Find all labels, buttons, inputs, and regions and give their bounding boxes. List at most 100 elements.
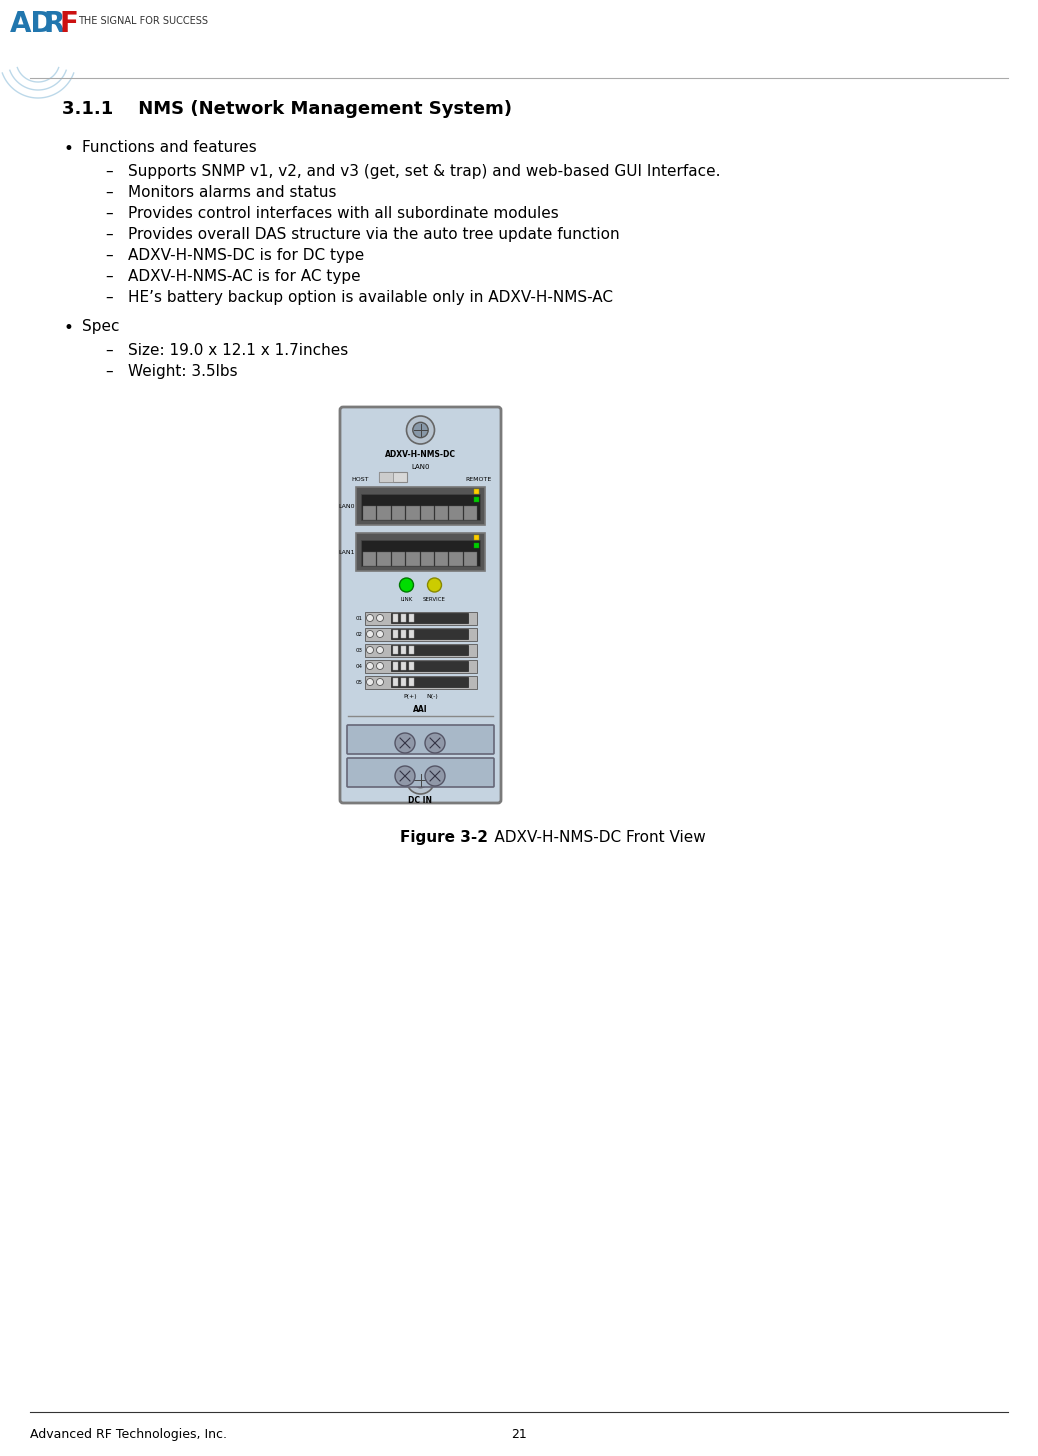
Text: HOST: HOST <box>351 478 368 482</box>
FancyBboxPatch shape <box>364 628 476 641</box>
Bar <box>393 678 398 686</box>
Text: LAN1: LAN1 <box>338 549 355 555</box>
Text: –: – <box>105 165 113 179</box>
Circle shape <box>366 646 374 654</box>
Bar <box>409 678 414 686</box>
Circle shape <box>377 646 383 654</box>
Bar <box>391 677 468 687</box>
Circle shape <box>366 614 374 622</box>
Bar <box>406 552 419 566</box>
Text: ADXV-H-NMS-AC is for AC type: ADXV-H-NMS-AC is for AC type <box>128 269 360 284</box>
Text: –: – <box>105 248 113 264</box>
Bar <box>391 613 468 623</box>
Text: 04: 04 <box>356 664 363 668</box>
Circle shape <box>377 614 383 622</box>
Text: 03: 03 <box>356 648 363 652</box>
Text: REMOTE: REMOTE <box>466 478 492 482</box>
Bar <box>363 552 377 566</box>
Text: -48V: -48V <box>470 772 486 778</box>
Bar <box>401 646 406 654</box>
FancyBboxPatch shape <box>356 486 485 526</box>
Circle shape <box>413 772 429 788</box>
Circle shape <box>413 422 429 438</box>
Text: N(-): N(-) <box>427 695 438 699</box>
Text: –: – <box>105 185 113 199</box>
Circle shape <box>407 766 435 794</box>
Circle shape <box>377 678 383 686</box>
Text: Figure 3-2: Figure 3-2 <box>400 830 488 844</box>
Text: P(+): P(+) <box>404 695 417 699</box>
Text: –: – <box>105 205 113 221</box>
Text: SERVICE: SERVICE <box>424 597 446 601</box>
Circle shape <box>366 630 374 638</box>
Bar <box>474 496 479 502</box>
Circle shape <box>407 416 435 444</box>
Bar <box>401 614 406 622</box>
Bar <box>379 472 407 482</box>
Text: Supports SNMP v1, v2, and v3 (get, set & trap) and web-based GUI Interface.: Supports SNMP v1, v2, and v3 (get, set &… <box>128 165 720 179</box>
Text: •: • <box>64 140 74 159</box>
Text: –: – <box>105 269 113 284</box>
Bar <box>435 552 448 566</box>
Text: 01: 01 <box>356 616 363 620</box>
Bar <box>393 646 398 654</box>
Bar <box>378 552 390 566</box>
Bar <box>409 630 414 638</box>
Text: Provides overall DAS structure via the auto tree update function: Provides overall DAS structure via the a… <box>128 227 620 242</box>
Circle shape <box>400 578 413 593</box>
Text: LINK: LINK <box>401 597 413 601</box>
Text: Advanced RF Technologies, Inc.: Advanced RF Technologies, Inc. <box>30 1428 227 1441</box>
Text: F: F <box>60 10 79 38</box>
Text: AAI: AAI <box>413 705 428 713</box>
Text: 3.1.1    NMS (Network Management System): 3.1.1 NMS (Network Management System) <box>62 100 512 118</box>
Text: –: – <box>105 290 113 304</box>
FancyBboxPatch shape <box>364 644 476 657</box>
Text: LAN0: LAN0 <box>338 504 355 508</box>
Circle shape <box>428 578 441 593</box>
Text: RTN: RTN <box>472 743 486 748</box>
Bar <box>361 494 480 520</box>
Bar <box>393 662 398 670</box>
Bar <box>420 507 434 520</box>
Text: –: – <box>105 227 113 242</box>
Circle shape <box>377 662 383 670</box>
Bar <box>401 630 406 638</box>
Bar <box>401 662 406 670</box>
Bar <box>361 540 480 566</box>
Text: Provides control interfaces with all subordinate modules: Provides control interfaces with all sub… <box>128 205 558 221</box>
Bar <box>391 661 468 671</box>
Bar <box>464 552 477 566</box>
Text: HE’s battery backup option is available only in ADXV-H-NMS-AC: HE’s battery backup option is available … <box>128 290 613 304</box>
Bar <box>435 507 448 520</box>
Text: –: – <box>105 344 113 358</box>
Text: Size: 19.0 x 12.1 x 1.7inches: Size: 19.0 x 12.1 x 1.7inches <box>128 344 349 358</box>
Circle shape <box>425 766 445 786</box>
Bar <box>378 507 390 520</box>
Bar <box>401 678 406 686</box>
Text: Spec: Spec <box>82 319 119 333</box>
Circle shape <box>377 630 383 638</box>
FancyBboxPatch shape <box>356 533 485 571</box>
Bar <box>474 489 479 494</box>
Text: DC IN: DC IN <box>409 796 433 805</box>
Circle shape <box>366 678 374 686</box>
Bar <box>393 630 398 638</box>
Text: –: – <box>105 364 113 379</box>
Bar <box>474 534 479 540</box>
Circle shape <box>366 662 374 670</box>
Bar <box>391 645 468 655</box>
Text: THE SIGNAL FOR SUCCESS: THE SIGNAL FOR SUCCESS <box>78 16 208 26</box>
FancyBboxPatch shape <box>340 408 501 804</box>
Bar <box>393 614 398 622</box>
Bar <box>449 552 463 566</box>
Text: ADXV-H-NMS-DC: ADXV-H-NMS-DC <box>385 450 456 459</box>
Bar <box>391 507 405 520</box>
Text: Functions and features: Functions and features <box>82 140 256 154</box>
Bar <box>449 507 463 520</box>
Text: •: • <box>64 319 74 336</box>
Text: 21: 21 <box>511 1428 527 1441</box>
Circle shape <box>395 732 415 753</box>
Bar <box>363 507 377 520</box>
Text: 02: 02 <box>356 632 363 636</box>
Bar <box>409 662 414 670</box>
